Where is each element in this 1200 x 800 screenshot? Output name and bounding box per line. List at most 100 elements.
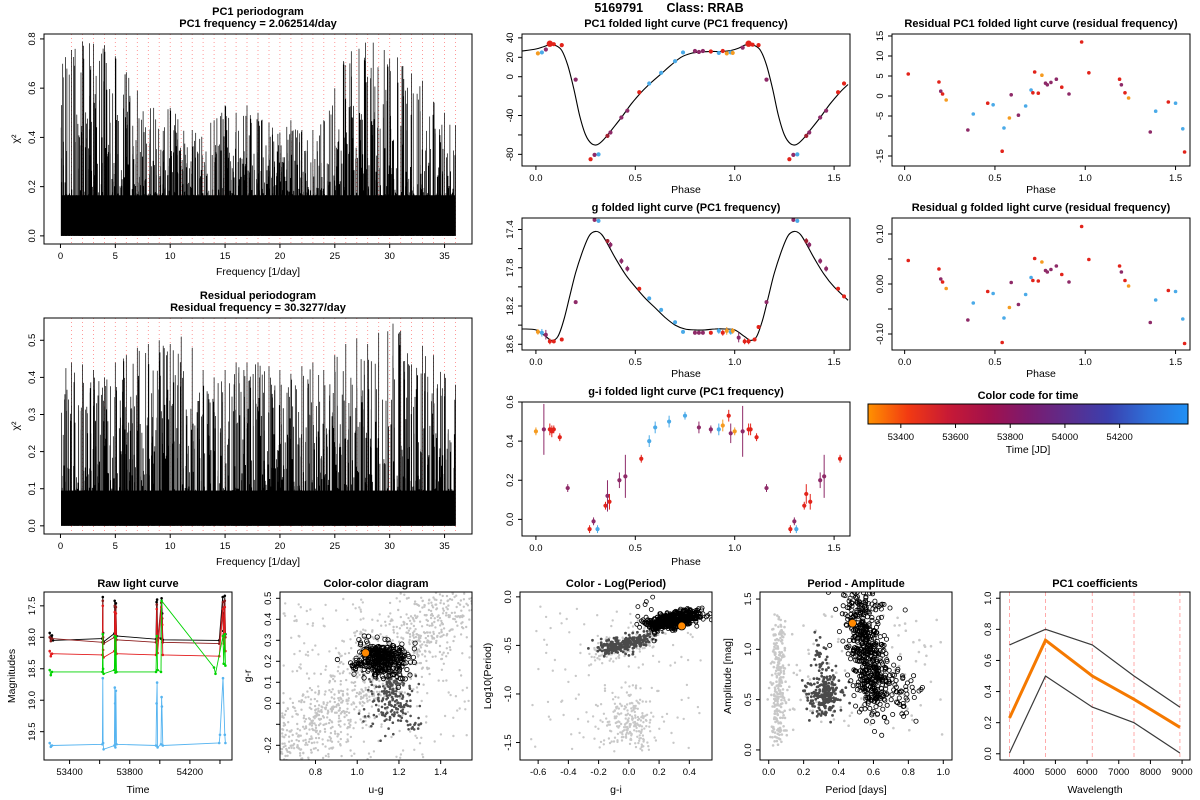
svg-text:0.2: 0.2	[983, 716, 994, 729]
svg-text:1.5: 1.5	[743, 592, 754, 605]
svg-text:1.0: 1.0	[351, 767, 364, 778]
svg-text:0.3: 0.3	[27, 408, 38, 421]
svg-text:0.0: 0.0	[529, 357, 542, 368]
svg-text:Residual PC1 folded light curv: Residual PC1 folded light curve (residua…	[904, 18, 1178, 30]
svg-text:PC1 periodogram: PC1 periodogram	[212, 6, 304, 18]
svg-text:χ²: χ²	[10, 134, 22, 144]
svg-text:9000: 9000	[1172, 767, 1193, 778]
svg-text:0.0: 0.0	[263, 697, 274, 710]
svg-text:0.00: 0.00	[875, 275, 886, 294]
g_folded-chart: 0.0 0.5 1.0 1.5 17.4 17.8 18.2 18.6 Phase g folde…	[505, 202, 851, 380]
svg-text:PC1 coefficients: PC1 coefficients	[1052, 578, 1138, 590]
svg-text:0.4: 0.4	[683, 767, 696, 778]
svg-text:Residual periodogram: Residual periodogram	[200, 290, 316, 302]
raw-light-curve-panel: 53400 53800 54200 17.5 18.0 18.5 19.0 19.5 Time M…	[4, 576, 238, 798]
period-amplitude-panel: 0.0 0.2 0.4 0.6 0.8 1.0 0.0 0.5 1.0 1.5 Period [da…	[720, 576, 958, 798]
pc1-coefficients-panel: 4000 5000 6000 7000 8000 9000 0.0 0.2 0.4 0.6 0.8 1…	[960, 576, 1198, 798]
svg-text:17.8: 17.8	[505, 258, 516, 277]
svg-text:0.4: 0.4	[27, 131, 38, 144]
svg-text:0: 0	[505, 74, 516, 79]
svg-text:0.2: 0.2	[505, 474, 516, 487]
svg-text:Frequency [1/day]: Frequency [1/day]	[216, 266, 300, 278]
object-class: Class: RRAB	[666, 1, 744, 15]
svg-text:0.5: 0.5	[629, 543, 642, 554]
svg-text:-15: -15	[875, 149, 886, 163]
svg-text:-0.4: -0.4	[560, 767, 576, 778]
colorbar-chart: 53400 53600 53800 54000 54200 Time [JD] Color …	[867, 390, 1189, 456]
svg-text:Time: Time	[127, 784, 150, 796]
svg-text:0.2: 0.2	[797, 767, 810, 778]
svg-text:19.5: 19.5	[27, 722, 38, 741]
svg-text:0.6: 0.6	[27, 82, 38, 95]
svg-text:15: 15	[220, 541, 231, 552]
svg-text:20: 20	[275, 251, 286, 262]
svg-text:1.0: 1.0	[1079, 173, 1092, 184]
svg-text:0.0: 0.0	[505, 513, 516, 526]
svg-text:18.2: 18.2	[505, 297, 516, 316]
raw_lc-chart: 53400 53800 54200 17.5 18.0 18.5 19.0 19.5 Time M…	[6, 578, 233, 796]
svg-text:1.5: 1.5	[827, 173, 840, 184]
svg-text:15: 15	[220, 251, 231, 262]
svg-text:0.0: 0.0	[898, 173, 911, 184]
svg-text:1.5: 1.5	[1169, 173, 1182, 184]
svg-text:Phase: Phase	[1026, 368, 1056, 380]
svg-text:Wavelength: Wavelength	[1067, 784, 1122, 796]
svg-text:5: 5	[875, 73, 886, 78]
svg-text:0.8: 0.8	[309, 767, 322, 778]
residual-pc1-folded-panel: 0.0 0.5 1.0 1.5 15 10 5 0 -5 -15 Phase Residual PC1…	[858, 16, 1198, 198]
svg-text:19.0: 19.0	[27, 691, 38, 710]
svg-text:0.10: 0.10	[875, 225, 886, 244]
svg-text:5: 5	[113, 251, 118, 262]
svg-text:Amplitude [mag]: Amplitude [mag]	[722, 638, 734, 714]
svg-text:18.6: 18.6	[505, 335, 516, 354]
svg-text:54200: 54200	[1106, 432, 1132, 443]
svg-text:1.5: 1.5	[1169, 357, 1182, 368]
svg-text:-80: -80	[505, 147, 516, 161]
svg-text:35: 35	[439, 251, 450, 262]
svg-text:0.0: 0.0	[743, 743, 754, 756]
time-colorbar-panel: 53400 53600 53800 54000 54200 Time [JD] Color …	[858, 388, 1198, 462]
svg-text:5000: 5000	[1045, 767, 1066, 778]
color-color-diagram-panel: 0.8 1.0 1.2 1.4 -0.2 0.0 0.1 0.2 0.3 0.4 0.5 u-g g-r…	[240, 576, 478, 798]
svg-text:53400: 53400	[56, 767, 82, 778]
svg-text:18.0: 18.0	[27, 628, 38, 647]
svg-text:PC1 folded light curve (PC1 fr: PC1 folded light curve (PC1 frequency)	[584, 18, 788, 30]
svg-text:0.6: 0.6	[867, 767, 880, 778]
svg-text:0.5: 0.5	[629, 357, 642, 368]
svg-text:0.5: 0.5	[27, 334, 38, 347]
svg-text:Phase: Phase	[671, 184, 701, 196]
svg-text:g-i: g-i	[610, 784, 622, 796]
svg-text:0.1: 0.1	[263, 676, 274, 689]
svg-text:0.3: 0.3	[263, 634, 274, 647]
svg-text:1.0: 1.0	[728, 173, 741, 184]
svg-text:u-g: u-g	[368, 784, 383, 796]
svg-text:Phase: Phase	[671, 368, 701, 380]
svg-text:0.4: 0.4	[983, 685, 994, 698]
svg-text:10: 10	[875, 51, 886, 62]
svg-text:1.5: 1.5	[827, 357, 840, 368]
svg-text:0.5: 0.5	[629, 173, 642, 184]
pc1-periodogram-panel: 0 5 10 15 20 25 30 35 0.0 0.2 0.4 0.6 0.8 Frequency […	[8, 4, 482, 280]
svg-text:0.4: 0.4	[505, 435, 516, 448]
svg-text:0.8: 0.8	[27, 32, 38, 45]
svg-text:30: 30	[384, 251, 395, 262]
svg-text:Phase: Phase	[1026, 184, 1056, 196]
svg-text:25: 25	[330, 541, 341, 552]
gi_folded-chart: 0.0 0.5 1.0 1.5 0.0 0.2 0.4 0.6 Phase g-i folded …	[505, 386, 851, 568]
object-id: 5169791	[594, 1, 644, 15]
svg-text:0.2: 0.2	[263, 655, 274, 668]
color_color-chart: 0.8 1.0 1.2 1.4 -0.2 0.0 0.1 0.2 0.3 0.4 0.5 u-g g-r…	[242, 578, 473, 796]
residual-g-folded-panel: 0.0 0.5 1.0 1.5 0.10 0.00 -0.10 Phase Residual g…	[858, 200, 1198, 382]
svg-text:χ²: χ²	[10, 421, 22, 431]
svg-text:-40: -40	[505, 109, 516, 123]
svg-text:-0.10: -0.10	[875, 323, 886, 345]
svg-text:g folded light curve (PC1 freq: g folded light curve (PC1 frequency)	[592, 202, 781, 214]
svg-text:0.0: 0.0	[762, 767, 775, 778]
svg-text:30: 30	[384, 541, 395, 552]
svg-text:0: 0	[875, 93, 886, 98]
svg-text:17.4: 17.4	[505, 220, 516, 239]
svg-text:17.5: 17.5	[27, 597, 38, 616]
svg-text:0.6: 0.6	[505, 395, 516, 408]
svg-text:0.8: 0.8	[983, 623, 994, 636]
svg-text:Raw light curve: Raw light curve	[97, 578, 178, 590]
